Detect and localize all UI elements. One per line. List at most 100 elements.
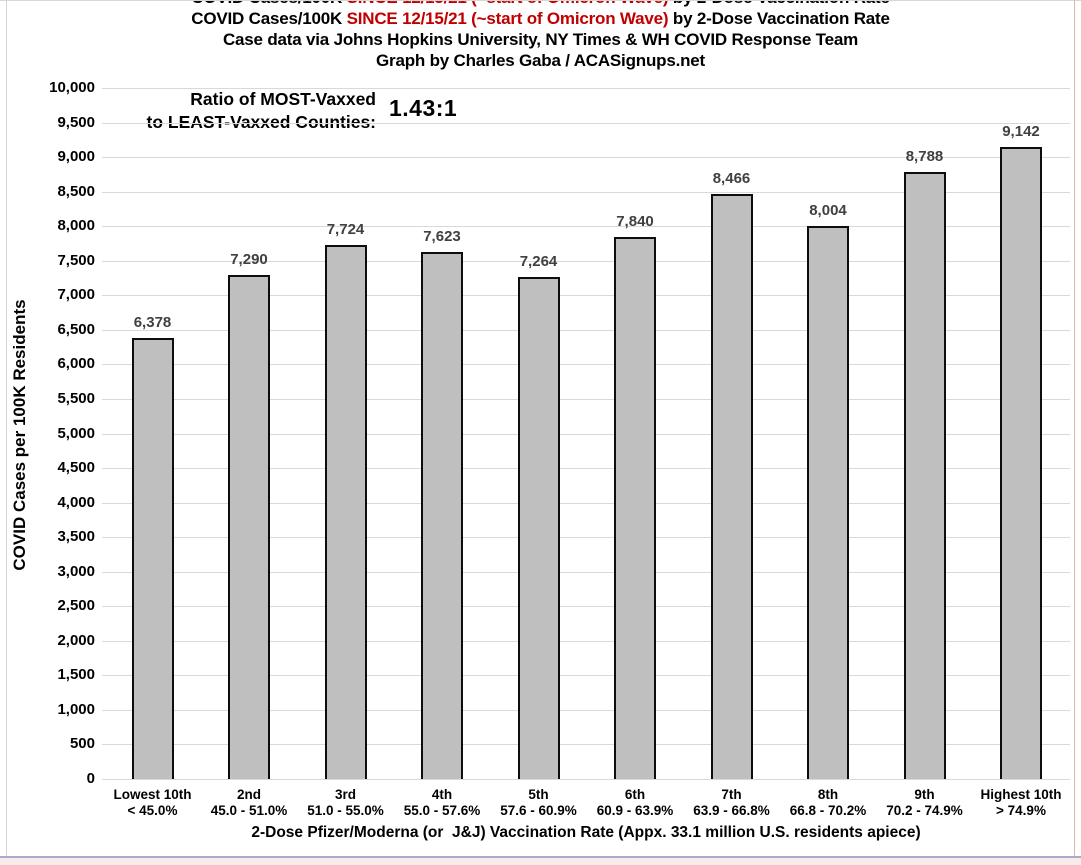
gridline — [102, 640, 1070, 642]
y-axis-title: COVID Cases per 100K Residents — [10, 299, 29, 571]
y-tick-label: 2,000 — [57, 631, 95, 649]
bar — [324, 245, 367, 779]
y-tick-label: 1,000 — [57, 700, 95, 718]
top-border-line — [0, 0, 1081, 1]
gridline — [102, 157, 1070, 159]
bottom-pink-band — [0, 858, 1081, 865]
chart-subtitle: Case data via Johns Hopkins University, … — [222, 30, 859, 49]
ratio-label-line1: Ratio of MOST-Vaxxed — [190, 89, 376, 109]
y-tick-label: 8,000 — [57, 217, 95, 235]
x-category-range: 60.9 - 63.9% — [596, 803, 674, 818]
clipped-title-part1: COVID Cases/100K — [191, 1, 346, 7]
x-category-range: 63.9 - 66.8% — [693, 803, 770, 818]
ratio-value: 1.43:1 — [389, 95, 458, 121]
gridline — [102, 433, 1070, 435]
x-category-name: 5th — [528, 787, 549, 802]
x-category-label: 5th 57.6 - 60.9% — [479, 787, 599, 819]
gridline — [102, 675, 1070, 677]
gridline — [102, 88, 1070, 89]
bar — [710, 193, 753, 779]
x-category-name: 7th — [721, 787, 742, 802]
bar-value-label: 7,290 — [230, 251, 268, 269]
gridline — [102, 779, 1070, 780]
bar-value-label: 8,466 — [712, 169, 751, 187]
x-category-label: 4th 55.0 - 57.6% — [382, 787, 502, 819]
ratio-annotation: Ratio of MOST-Vaxxed to LEAST-Vaxxed Cou… — [100, 88, 457, 133]
chart-title: COVID Cases/100K SINCE 12/15/21 (~start … — [0, 8, 1081, 29]
y-tick-label: 4,500 — [57, 459, 95, 477]
x-category-name: 8th — [817, 787, 839, 802]
gridline — [102, 468, 1070, 470]
gridline — [102, 295, 1070, 297]
y-tick-label: 6,000 — [57, 355, 95, 373]
bar-value-label: 7,840 — [616, 213, 654, 231]
clipped-title-red-segment: SINCE 12/15/21 (~start of Omicron Wave) — [347, 1, 669, 7]
x-category-name: 2nd — [236, 787, 261, 802]
x-category-range: < 45.0% — [127, 803, 178, 818]
x-category-label: 3rd 51.0 - 55.0% — [286, 787, 406, 819]
gridline — [102, 537, 1070, 539]
x-category-range: 70.2 - 74.9% — [886, 803, 963, 818]
gridline — [102, 122, 1070, 124]
bar — [517, 277, 560, 779]
x-category-label: 9th 70.2 - 74.9% — [865, 787, 985, 819]
x-category-label: Lowest 10th < 45.0% — [93, 787, 213, 819]
bar-value-label: 7,264 — [519, 253, 558, 271]
y-tick-label: 5,500 — [57, 389, 95, 407]
clipped-title-part2: by 2-Dose Vaccination Rate — [668, 1, 890, 7]
x-category-name: Lowest 10th — [113, 787, 192, 802]
gridline — [102, 191, 1070, 193]
bar — [421, 252, 463, 779]
y-tick-label: 3,500 — [57, 528, 95, 546]
x-category-range: 45.0 - 51.0% — [210, 803, 288, 818]
bar — [228, 275, 270, 779]
bottom-lavender-line — [0, 856, 1081, 858]
y-tick-label: 0 — [86, 770, 95, 787]
y-tick-label: 10,000 — [49, 79, 95, 96]
bar-value-label: 9,142 — [1002, 123, 1040, 141]
x-category-label: 7th 63.9 - 66.8% — [672, 787, 792, 819]
x-category-label: Highest 10th > 74.9% — [961, 787, 1081, 819]
bar-value-label: 8,004 — [809, 201, 847, 219]
chart-credit: Graph by Charles Gaba / ACASignups.net — [376, 51, 705, 70]
x-category-name: Highest 10th — [980, 787, 1062, 802]
x-category-range: 66.8 - 70.2% — [789, 803, 867, 818]
x-category-range: 57.6 - 60.9% — [500, 803, 577, 818]
gridline — [102, 606, 1070, 608]
y-tick-label: 9,500 — [57, 113, 95, 131]
bar — [807, 225, 849, 779]
x-axis-title: 2-Dose Pfizer/Moderna (or J&J) Vaccinati… — [251, 824, 921, 841]
x-category-name: 6th — [624, 787, 646, 802]
gridline — [102, 744, 1070, 746]
gridline — [102, 364, 1070, 366]
y-tick-label: 7,000 — [57, 286, 95, 304]
x-category-label: 2nd 45.0 - 51.0% — [189, 787, 309, 819]
gridline — [102, 226, 1070, 228]
x-category-name: 4th — [431, 787, 453, 802]
left-border-line — [6, 0, 7, 857]
gridline — [102, 260, 1070, 262]
header: COVID Cases/100K SINCE 12/15/21 (~start … — [0, 8, 1081, 71]
y-tick-label: 6,500 — [57, 320, 95, 338]
bar — [614, 237, 656, 779]
gridline — [102, 398, 1070, 400]
top-clipped-title: COVID Cases/100K SINCE 12/15/21 (~start … — [0, 1, 1081, 10]
y-tick-label: 5,000 — [57, 424, 95, 442]
y-tick-label: 4,000 — [57, 493, 95, 511]
bar — [1000, 147, 1042, 779]
x-category-range: > 74.9% — [996, 803, 1046, 818]
y-tick-label: 1,500 — [57, 666, 95, 684]
bar-value-label: 6,378 — [133, 314, 172, 332]
x-category-range: 55.0 - 57.6% — [403, 803, 481, 818]
x-category-name: 3rd — [334, 787, 356, 802]
x-category-label: 6th 60.9 - 63.9% — [575, 787, 695, 819]
gridline — [102, 502, 1070, 504]
bar-value-label: 7,724 — [326, 221, 365, 239]
y-tick-label: 8,500 — [57, 182, 95, 200]
ratio-label-line2: to LEAST-Vaxxed Counties: — [146, 111, 376, 132]
gridline — [102, 329, 1070, 331]
bar-value-label: 7,623 — [423, 228, 461, 246]
y-tick-label: 9,000 — [57, 148, 95, 166]
